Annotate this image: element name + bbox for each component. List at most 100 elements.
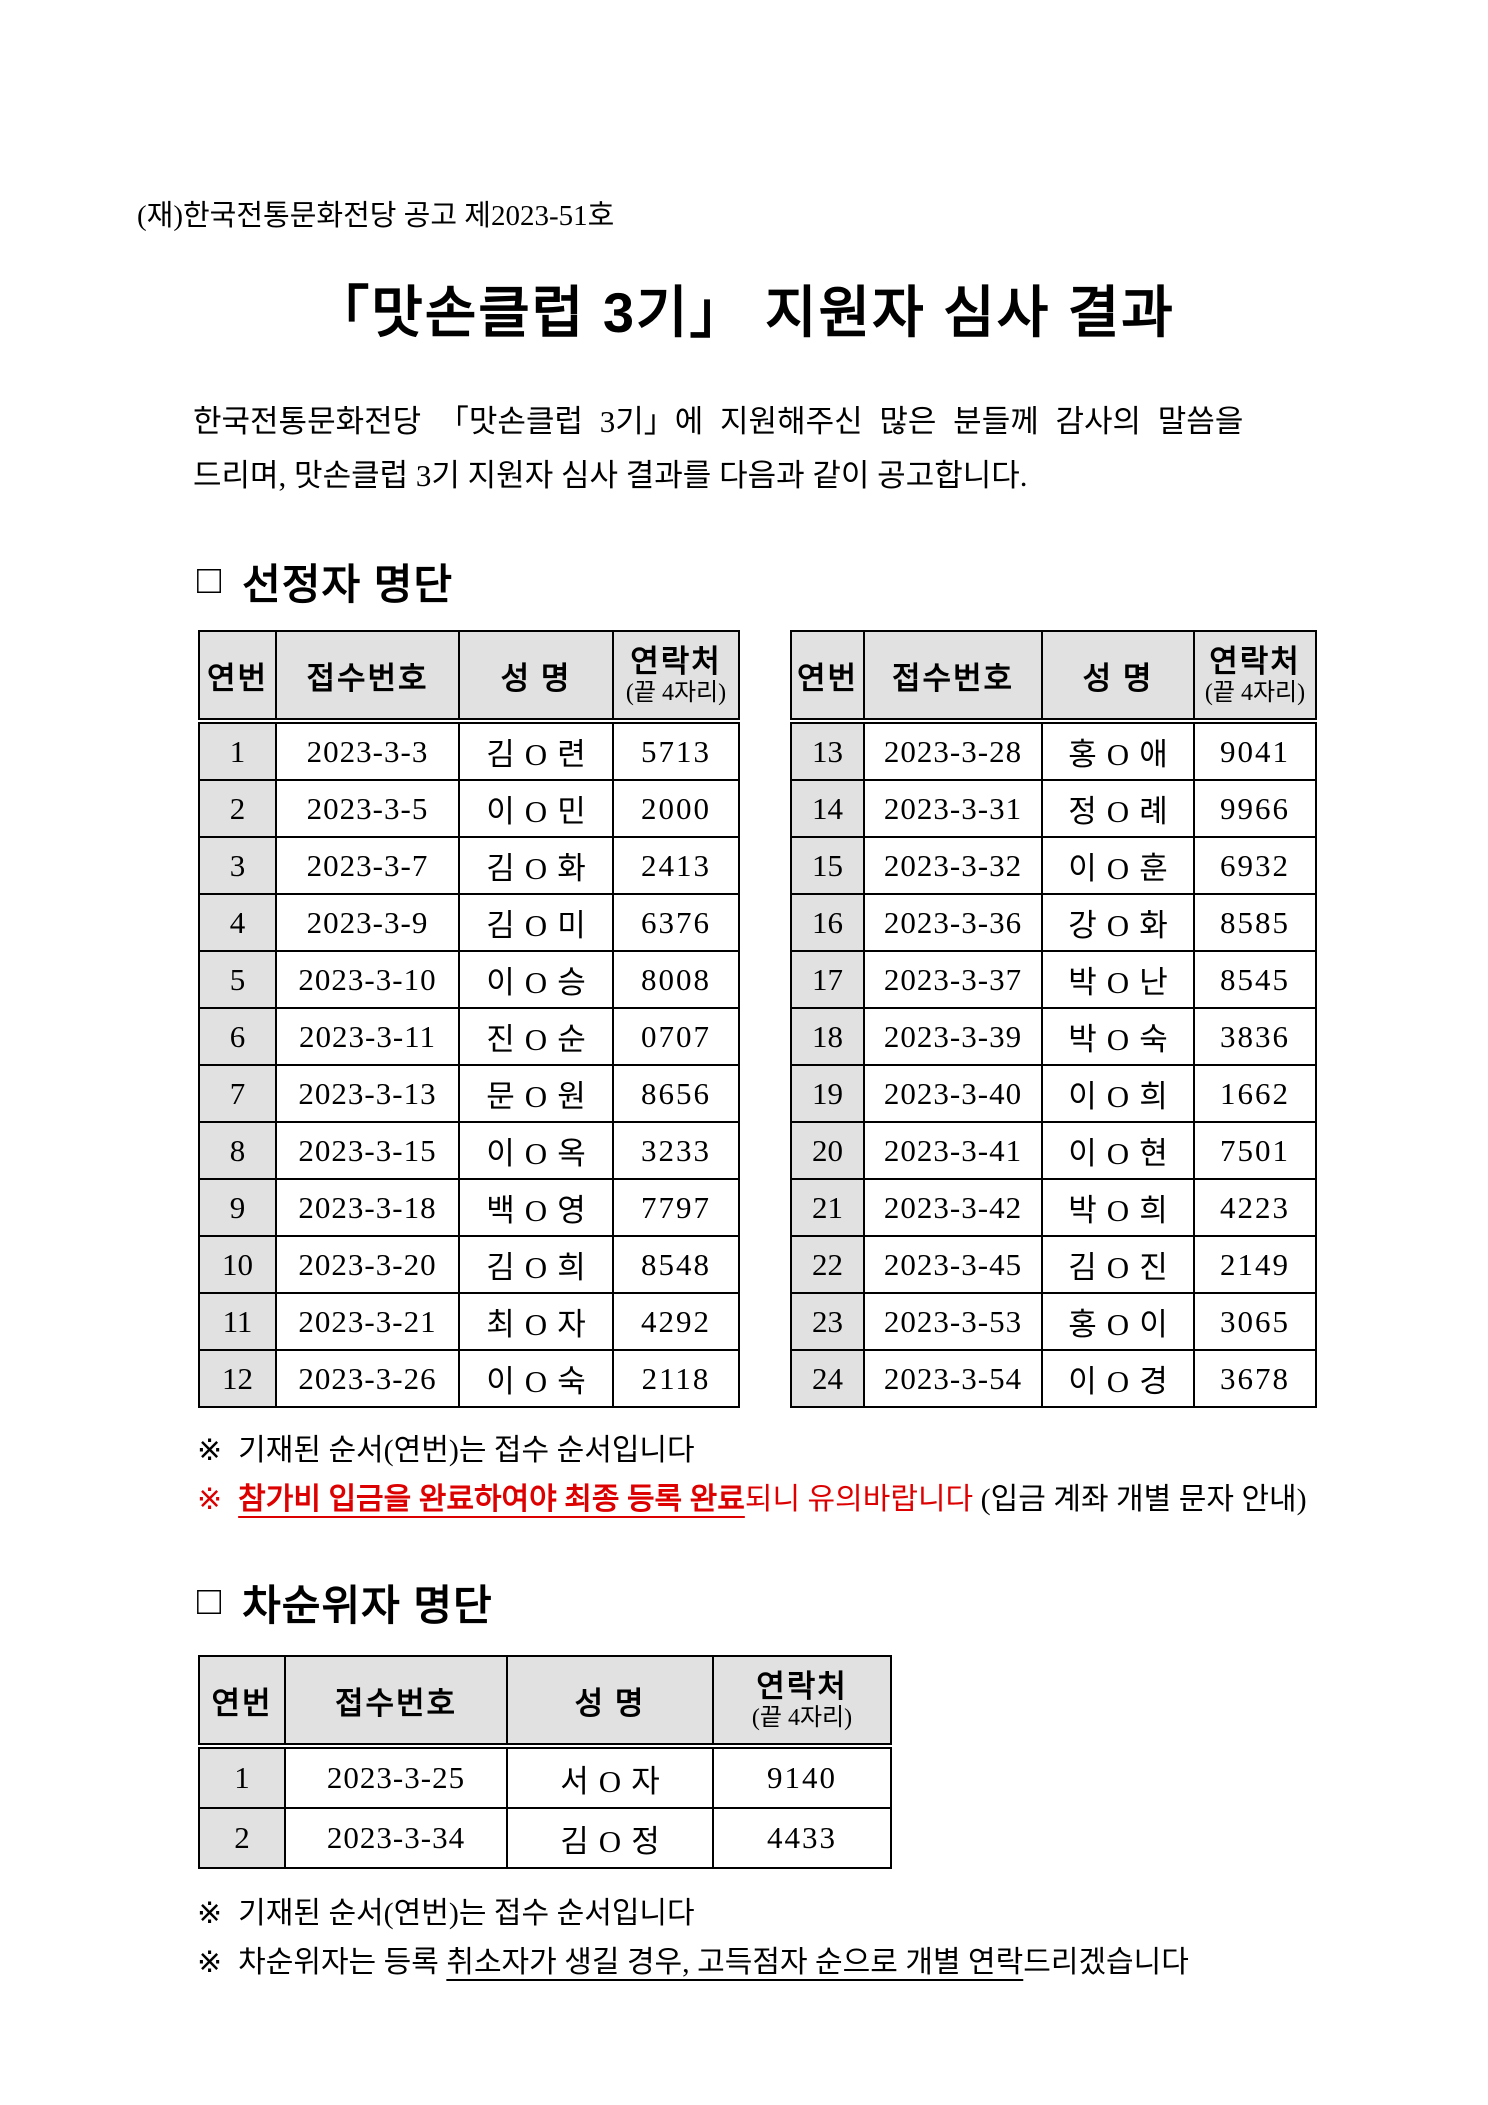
note-order-text: 기재된 순서(연번)는 접수 순서입니다	[238, 1897, 695, 1930]
cell-name: 이O민	[458, 779, 614, 838]
col-header-contact-sub: (끝 4자리)	[1204, 680, 1306, 706]
cell-receipt: 2023-3-21	[275, 1292, 460, 1351]
selected-table-right: 연번 접수번호 성 명 연락처 (끝 4자리) 13 2023-3-28 홍O애 90…	[790, 630, 1317, 1408]
cell-name: 서O자	[506, 1745, 714, 1809]
table-row: 1 2023-3-3 김O련 5713	[198, 720, 740, 781]
header-row: 연번 접수번호 성 명 연락처 (끝 4자리)	[198, 630, 740, 724]
note-waitlist-prefix: 차순위자는 등록	[238, 1946, 447, 1979]
table-row: 12 2023-3-26 이O숙 2118	[198, 1349, 740, 1408]
cell-contact: 2413	[612, 836, 740, 895]
table-row: 2 2023-3-5 이O민 2000	[198, 779, 740, 838]
note-order: ※ 기재된 순서(연번)는 접수 순서입니다	[197, 1889, 1488, 1938]
selected-notes: ※ 기재된 순서(연번)는 접수 순서입니다 ※ 참가비 입금을 완료하여야 최종 …	[197, 1426, 1488, 1524]
cell-no: 24	[790, 1349, 865, 1408]
table-row: 24 2023-3-54 이O경 3678	[790, 1349, 1317, 1408]
cell-no: 17	[790, 950, 865, 1009]
cell-receipt: 2023-3-13	[275, 1064, 460, 1123]
table-row: 15 2023-3-32 이O훈 6932	[790, 836, 1317, 895]
waitlist-table: 연번 접수번호 성 명 연락처 (끝 4자리) 1 2023-3-25 서O자 914…	[198, 1655, 892, 1869]
cell-receipt: 2023-3-54	[863, 1349, 1043, 1408]
section-heading-selected-label: 선정자 명단	[242, 561, 454, 608]
waitlist-notes: ※ 기재된 순서(연번)는 접수 순서입니다 ※ 차순위자는 등록 취소자가 생길 …	[197, 1889, 1488, 1987]
cell-name: 김O진	[1041, 1235, 1195, 1294]
waitlist-table-header: 연번 접수번호 성 명 연락처 (끝 4자리)	[198, 1655, 892, 1749]
cell-contact: 8548	[612, 1235, 740, 1294]
cell-no: 11	[198, 1292, 277, 1351]
section-heading-waitlist: □ 차순위자 명단	[197, 1572, 1488, 1633]
cell-name: 이O현	[1041, 1121, 1195, 1180]
cell-no: 19	[790, 1064, 865, 1123]
cell-receipt: 2023-3-40	[863, 1064, 1043, 1123]
cell-contact: 4292	[612, 1292, 740, 1351]
cell-receipt: 2023-3-34	[284, 1807, 508, 1869]
cell-no: 5	[198, 950, 277, 1009]
cell-receipt: 2023-3-11	[275, 1007, 460, 1066]
cell-no: 13	[790, 720, 865, 781]
cell-contact: 2118	[612, 1349, 740, 1408]
col-header-no: 연번	[790, 630, 865, 724]
cell-receipt: 2023-3-15	[275, 1121, 460, 1180]
table-row: 18 2023-3-39 박O숙 3836	[790, 1007, 1317, 1066]
waitlist-table-body: 1 2023-3-25 서O자 9140 2 2023-3-34 김O정 4433	[198, 1745, 892, 1869]
cell-receipt: 2023-3-41	[863, 1121, 1043, 1180]
cell-name: 김O미	[458, 893, 614, 952]
cell-no: 15	[790, 836, 865, 895]
cell-no: 16	[790, 893, 865, 952]
cell-name: 정O례	[1041, 779, 1195, 838]
table-row: 9 2023-3-18 백O영 7797	[198, 1178, 740, 1237]
cell-receipt: 2023-3-53	[863, 1292, 1043, 1351]
col-header-contact-sub: (끝 4자리)	[625, 680, 727, 706]
note-mark: ※	[197, 1946, 223, 1979]
cell-contact: 9041	[1193, 720, 1317, 781]
cell-name: 이O경	[1041, 1349, 1195, 1408]
table-row: 21 2023-3-42 박O희 4223	[790, 1178, 1317, 1237]
selected-table-left: 연번 접수번호 성 명 연락처 (끝 4자리) 1 2023-3-3 김O련 5713…	[198, 630, 740, 1408]
cell-name: 박O난	[1041, 950, 1195, 1009]
cell-contact: 2149	[1193, 1235, 1317, 1294]
cell-no: 21	[790, 1178, 865, 1237]
cell-no: 9	[198, 1178, 277, 1237]
table-row: 4 2023-3-9 김O미 6376	[198, 893, 740, 952]
cell-name: 홍O이	[1041, 1292, 1195, 1351]
note-order-text: 기재된 순서(연번)는 접수 순서입니다	[238, 1434, 695, 1467]
cell-contact: 6932	[1193, 836, 1317, 895]
selected-table-left-header: 연번 접수번호 성 명 연락처 (끝 4자리)	[198, 630, 740, 724]
checkbox-glyph: □	[197, 557, 223, 602]
table-row: 19 2023-3-40 이O희 1662	[790, 1064, 1317, 1123]
intro-paragraph: 한국전통문화전당 「맛손클럽 3기」에 지원해주신 많은 분들께 감사의 말씀을…	[193, 395, 1288, 503]
cell-contact: 2000	[612, 779, 740, 838]
cell-contact: 9966	[1193, 779, 1317, 838]
cell-no: 1	[198, 1745, 286, 1809]
cell-contact: 3233	[612, 1121, 740, 1180]
cell-receipt: 2023-3-45	[863, 1235, 1043, 1294]
note-waitlist-contact: ※ 차순위자는 등록 취소자가 생길 경우, 고득점자 순으로 개별 연락드리겠습…	[197, 1938, 1488, 1987]
cell-contact: 5713	[612, 720, 740, 781]
selected-table-right-body: 13 2023-3-28 홍O애 9041 14 2023-3-31 정O례 9966 15 20…	[790, 720, 1317, 1408]
cell-name: 진O순	[458, 1007, 614, 1066]
cell-no: 22	[790, 1235, 865, 1294]
cell-contact: 0707	[612, 1007, 740, 1066]
intro-line-1: 한국전통문화전당 「맛손클럽 3기」에 지원해주신 많은 분들께 감사의 말씀을	[193, 404, 1244, 439]
col-header-no: 연번	[198, 1655, 286, 1749]
table-row: 10 2023-3-20 김O희 8548	[198, 1235, 740, 1294]
table-row: 17 2023-3-37 박O난 8545	[790, 950, 1317, 1009]
cell-receipt: 2023-3-18	[275, 1178, 460, 1237]
cell-contact: 8585	[1193, 893, 1317, 952]
cell-receipt: 2023-3-37	[863, 950, 1043, 1009]
cell-no: 18	[790, 1007, 865, 1066]
cell-receipt: 2023-3-32	[863, 836, 1043, 895]
cell-name: 문O원	[458, 1064, 614, 1123]
cell-no: 2	[198, 1807, 286, 1869]
table-row: 14 2023-3-31 정O례 9966	[790, 779, 1317, 838]
selected-tables-container: 연번 접수번호 성 명 연락처 (끝 4자리) 1 2023-3-3 김O련 5713…	[198, 630, 1488, 1408]
cell-contact: 8545	[1193, 950, 1317, 1009]
table-row: 20 2023-3-41 이O현 7501	[790, 1121, 1317, 1180]
col-header-contact: 연락처 (끝 4자리)	[612, 630, 740, 724]
header-row: 연번 접수번호 성 명 연락처 (끝 4자리)	[790, 630, 1317, 724]
cell-contact: 7797	[612, 1178, 740, 1237]
table-row: 2 2023-3-34 김O정 4433	[198, 1807, 892, 1869]
cell-no: 10	[198, 1235, 277, 1294]
intro-line-2: 드리며, 맛손클럽 3기 지원자 심사 결과를 다음과 같이 공고합니다.	[193, 458, 1028, 493]
header-row: 연번 접수번호 성 명 연락처 (끝 4자리)	[198, 1655, 892, 1749]
cell-contact: 4223	[1193, 1178, 1317, 1237]
